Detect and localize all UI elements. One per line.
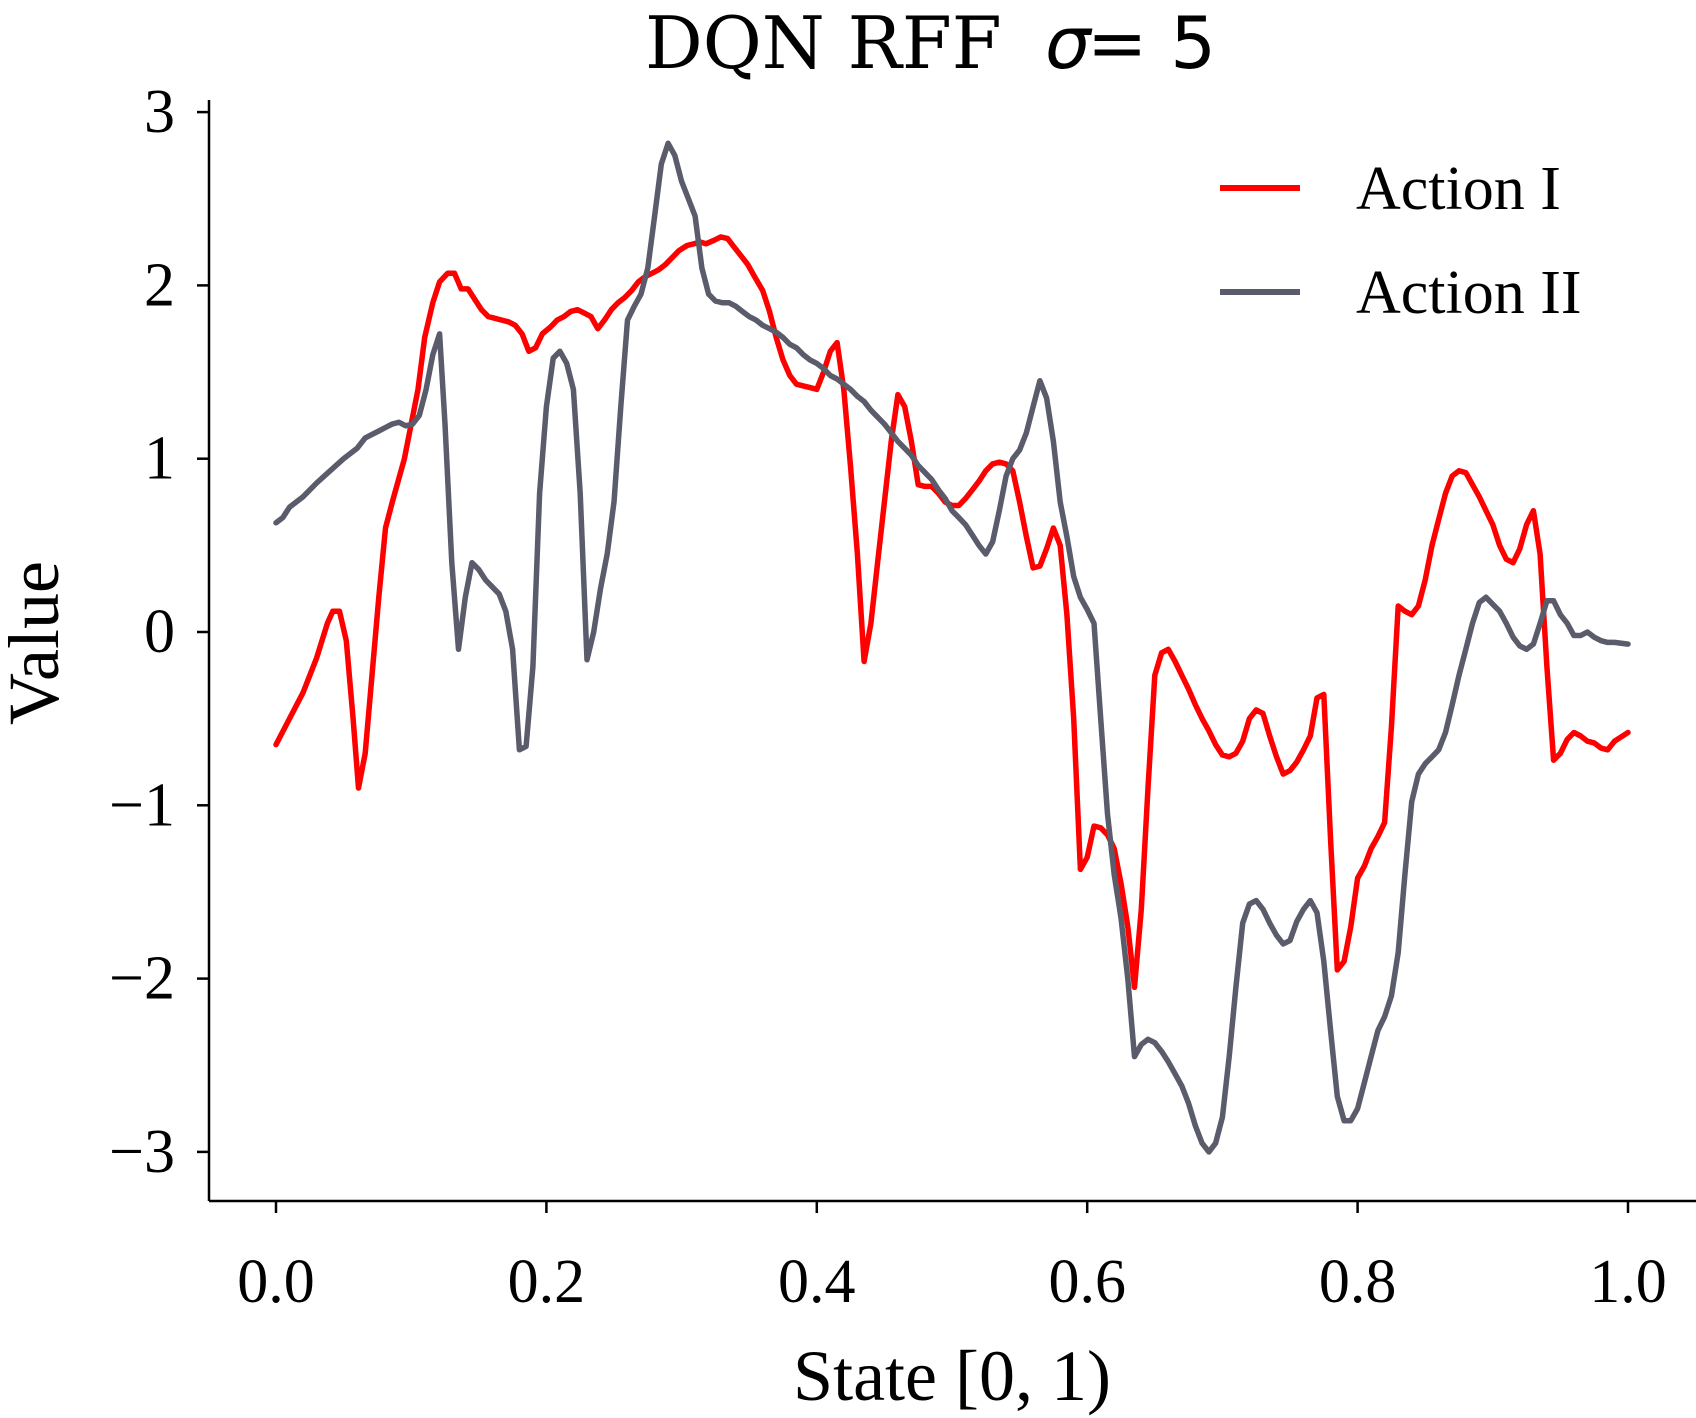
x-tick-label: 0.8 [1319,1248,1397,1316]
series-line-1 [273,234,1631,991]
chart-title-suffix: = 5 [1087,1,1216,85]
x-axis-label: State [0, 1) [793,1336,1111,1416]
plot-area: 0.0 0.2 0.4 0.6 0.8 1.0 3 2 1 0 −1 −2 −3 [109,78,1696,1316]
legend-label-1: Action I [1356,155,1561,223]
series-line-2 [273,140,1631,1155]
y-tick-label: 1 [144,425,175,493]
x-tick-label: 0.2 [508,1248,586,1316]
chart-legend: Action I Action II [1220,155,1582,327]
x-tick-label: 1.0 [1589,1248,1667,1316]
y-tick-label: −1 [109,771,175,839]
series-layer [273,140,1631,1155]
x-tick-label: 0.4 [778,1248,856,1316]
y-tick-label: 2 [144,251,175,319]
x-tick-label: 0.6 [1048,1248,1126,1316]
chart-title: DQN RFF σ = 5 [645,1,1216,85]
x-axis-ticks: 0.0 0.2 0.4 0.6 0.8 1.0 [237,1201,1667,1316]
y-axis-ticks: 3 2 1 0 −1 −2 −3 [109,78,209,1186]
y-tick-label: −2 [109,945,175,1013]
legend-label-2: Action II [1356,259,1582,327]
y-tick-label: −3 [109,1118,175,1186]
chart-title-symbol: σ [1045,1,1093,85]
y-tick-label: 0 [144,598,175,666]
y-axis-label: Value [0,561,74,725]
x-tick-label: 0.0 [237,1248,315,1316]
y-tick-label: 3 [144,78,175,146]
chart-title-prefix: DQN RFF [645,1,1002,85]
